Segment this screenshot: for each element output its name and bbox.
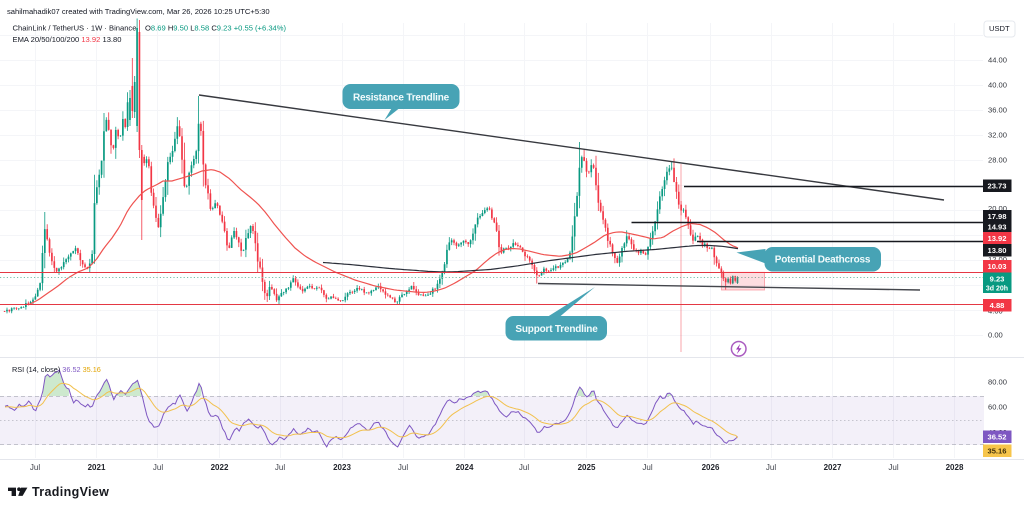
svg-text:2022: 2022	[211, 463, 229, 472]
svg-text:2023: 2023	[333, 463, 351, 472]
svg-text:14.93: 14.93	[987, 223, 1006, 232]
svg-text:Jul: Jul	[153, 463, 163, 472]
svg-text:Resistance Trendline: Resistance Trendline	[353, 93, 450, 104]
svg-text:ChainLink / TetherUS · 1W · Bi: ChainLink / TetherUS · 1W · Binance	[13, 24, 137, 33]
svg-text:17.98: 17.98	[987, 212, 1006, 221]
svg-text:23.73: 23.73	[987, 182, 1006, 191]
svg-text:9.23: 9.23	[990, 274, 1005, 283]
svg-text:TradingView: TradingView	[32, 485, 109, 499]
svg-text:Jul: Jul	[766, 463, 776, 472]
svg-text:36.52: 36.52	[987, 433, 1006, 442]
svg-text:sahilmahadik07 created with Tr: sahilmahadik07 created with TradingView.…	[7, 7, 270, 16]
svg-text:35.16: 35.16	[987, 447, 1006, 456]
svg-text:2026: 2026	[702, 463, 720, 472]
svg-text:Jul: Jul	[275, 463, 285, 472]
svg-text:2021: 2021	[88, 463, 106, 472]
svg-text:RSI (14, close) 36.52 35.16: RSI (14, close) 36.52 35.16	[12, 365, 101, 374]
svg-text:13.80: 13.80	[987, 246, 1006, 255]
svg-text:44.00: 44.00	[988, 55, 1007, 64]
svg-text:4.88: 4.88	[990, 301, 1005, 310]
svg-text:O8.69 H9.50 L8.58 C9.23 +0.55: O8.69 H9.50 L8.58 C9.23 +0.55 (+6.34%)	[145, 24, 287, 33]
svg-text:28.00: 28.00	[988, 155, 1007, 164]
svg-text:2024: 2024	[456, 463, 474, 472]
svg-text:EMA 20/50/100/200 13.92 13.80: EMA 20/50/100/200 13.92 13.80	[13, 35, 122, 44]
svg-text:Potential Deathcross: Potential Deathcross	[775, 255, 871, 266]
svg-text:60.00: 60.00	[988, 403, 1007, 412]
svg-text:Jul: Jul	[519, 463, 529, 472]
svg-text:Jul: Jul	[30, 463, 40, 472]
svg-text:13.92: 13.92	[987, 234, 1006, 243]
svg-text:32.00: 32.00	[988, 130, 1007, 139]
svg-text:2025: 2025	[578, 463, 596, 472]
svg-text:USDT: USDT	[989, 24, 1010, 33]
svg-text:2027: 2027	[824, 463, 842, 472]
svg-text:12.00: 12.00	[988, 255, 1007, 264]
svg-text:10.03: 10.03	[987, 262, 1006, 271]
svg-text:0.00: 0.00	[988, 330, 1003, 339]
svg-text:3d 20h: 3d 20h	[986, 285, 1008, 292]
svg-text:40.00: 40.00	[988, 80, 1007, 89]
svg-text:Support Trendline: Support Trendline	[515, 324, 598, 335]
svg-text:20.00: 20.00	[988, 204, 1007, 213]
svg-text:Jul: Jul	[642, 463, 652, 472]
svg-text:Jul: Jul	[398, 463, 408, 472]
svg-text:Jul: Jul	[888, 463, 898, 472]
svg-text:2028: 2028	[946, 463, 964, 472]
svg-text:36.00: 36.00	[988, 105, 1007, 114]
svg-text:80.00: 80.00	[988, 378, 1007, 387]
